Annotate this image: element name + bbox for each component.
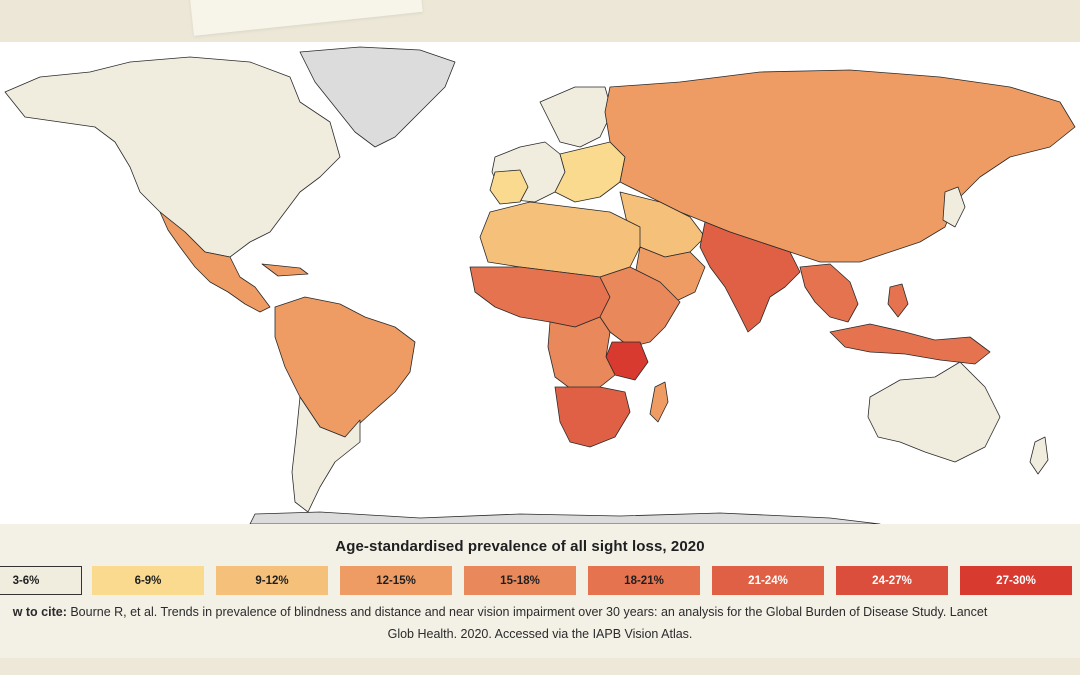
region-south-asia — [699, 221, 801, 333]
legend-swatch-label: 21-24% — [748, 574, 788, 587]
region-central-america — [159, 211, 271, 313]
region-south-america-north — [274, 296, 416, 438]
region-new-zealand — [1029, 436, 1049, 475]
region-indonesia — [829, 323, 991, 365]
region-north-america — [4, 56, 341, 258]
legend-swatch-label: 15-18% — [500, 574, 540, 587]
region-central-africa — [547, 316, 616, 393]
legend-swatch-label: 18-21% — [624, 574, 664, 587]
region-antarctica — [249, 511, 881, 524]
citation-line-1: w to cite: Bourne R, et al. Trends in pr… — [0, 601, 1040, 623]
region-australia — [867, 361, 1001, 463]
world-map — [0, 42, 1080, 524]
top-band — [0, 0, 1080, 42]
world-map-svg — [4, 46, 1076, 524]
legend-swatch-15-18[interactable]: 15-18% — [464, 566, 576, 595]
region-greenland — [299, 46, 456, 148]
region-scandinavia — [539, 86, 613, 148]
legend-swatch-label: 3-6% — [12, 574, 40, 587]
region-southern-africa — [554, 386, 631, 448]
region-north-africa — [479, 201, 641, 278]
legend-swatch-label: 27-30% — [996, 574, 1036, 587]
legend-swatch-27-30[interactable]: 27-30% — [960, 566, 1072, 595]
citation: w to cite: Bourne R, et al. Trends in pr… — [0, 601, 1080, 645]
bottom-strip — [0, 658, 1080, 675]
legend-swatch-label: 24-27% — [872, 574, 912, 587]
region-east-africa — [599, 266, 681, 348]
region-caribbean — [261, 263, 309, 277]
region-south-america-south — [291, 396, 361, 513]
legend-swatch-label: 9-12% — [255, 574, 289, 587]
region-southeast-asia — [799, 263, 859, 323]
region-philippines — [887, 283, 909, 318]
legend-title: Age-standardised prevalence of all sight… — [335, 538, 705, 555]
citation-text-2: Glob Health. 2020. Accessed via the IAPB… — [387, 627, 693, 641]
region-west-africa — [469, 266, 611, 328]
legend-swatch-21-24[interactable]: 21-24% — [712, 566, 824, 595]
legend-swatch-3-6[interactable]: 3-6% — [0, 566, 82, 595]
region-madagascar — [649, 381, 669, 423]
legend-swatch-18-21[interactable]: 18-21% — [588, 566, 700, 595]
legend-swatch-label: 12-15% — [376, 574, 416, 587]
legend-swatch-9-12[interactable]: 9-12% — [216, 566, 328, 595]
citation-text: Bourne R, et al. Trends in prevalence of… — [70, 605, 988, 619]
region-iberia — [489, 169, 529, 205]
legend-swatch-24-27[interactable]: 24-27% — [836, 566, 948, 595]
region-eastern-europe — [554, 141, 626, 203]
citation-label: w to cite: — [12, 605, 67, 619]
legend-swatch-label: 6-9% — [134, 574, 162, 587]
legend-panel: Age-standardised prevalence of all sight… — [0, 524, 1080, 658]
header-card — [187, 0, 423, 36]
legend-swatch-12-15[interactable]: 12-15% — [340, 566, 452, 595]
region-japan — [942, 186, 966, 228]
region-russia-asia — [604, 69, 1076, 263]
legend-swatch-6-9[interactable]: 6-9% — [92, 566, 204, 595]
